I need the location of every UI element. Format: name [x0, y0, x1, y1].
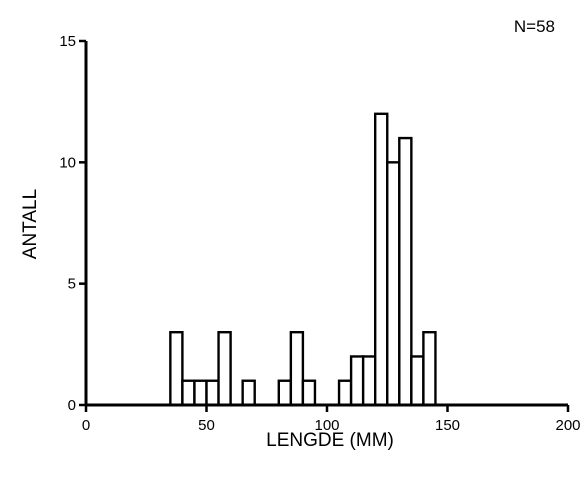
x-tick-label: 0: [82, 417, 90, 434]
x-tick-label: 100: [314, 417, 339, 434]
bar-115-120: [361, 355, 377, 407]
bar-125-130: [386, 161, 401, 407]
bar-50-55: [205, 379, 220, 407]
bar-110-115: [349, 355, 365, 407]
bar-55-60: [217, 331, 232, 407]
bar-105-110: [337, 379, 353, 407]
bar-130-135: [398, 136, 413, 407]
y-tick-label: 15: [59, 33, 76, 50]
x-axis-title: LENGDE (MM): [266, 430, 394, 451]
bars-group: [169, 112, 437, 407]
bar-90-95: [301, 379, 317, 407]
x-tick-label: 150: [435, 417, 460, 434]
x-tick-label: 200: [555, 417, 580, 434]
bar-85-90: [289, 331, 305, 407]
x-tick-label: 50: [198, 417, 215, 434]
bar-80-85: [277, 379, 293, 407]
y-tick-label: 10: [59, 154, 76, 171]
axes-group: [84, 41, 568, 407]
bar-120-125: [374, 112, 389, 407]
bar-40-45: [181, 379, 196, 407]
y-axis-title: ANTALL: [20, 189, 41, 259]
bar-140-145: [422, 331, 437, 407]
bar-65-70: [241, 379, 256, 407]
sample-size-annotation: N=58: [514, 17, 555, 36]
bar-135-140: [410, 355, 425, 407]
y-tick-label: 0: [68, 397, 76, 414]
y-tick-label: 5: [68, 276, 76, 293]
bar-35-40: [169, 331, 184, 407]
bar-45-50: [193, 379, 208, 407]
